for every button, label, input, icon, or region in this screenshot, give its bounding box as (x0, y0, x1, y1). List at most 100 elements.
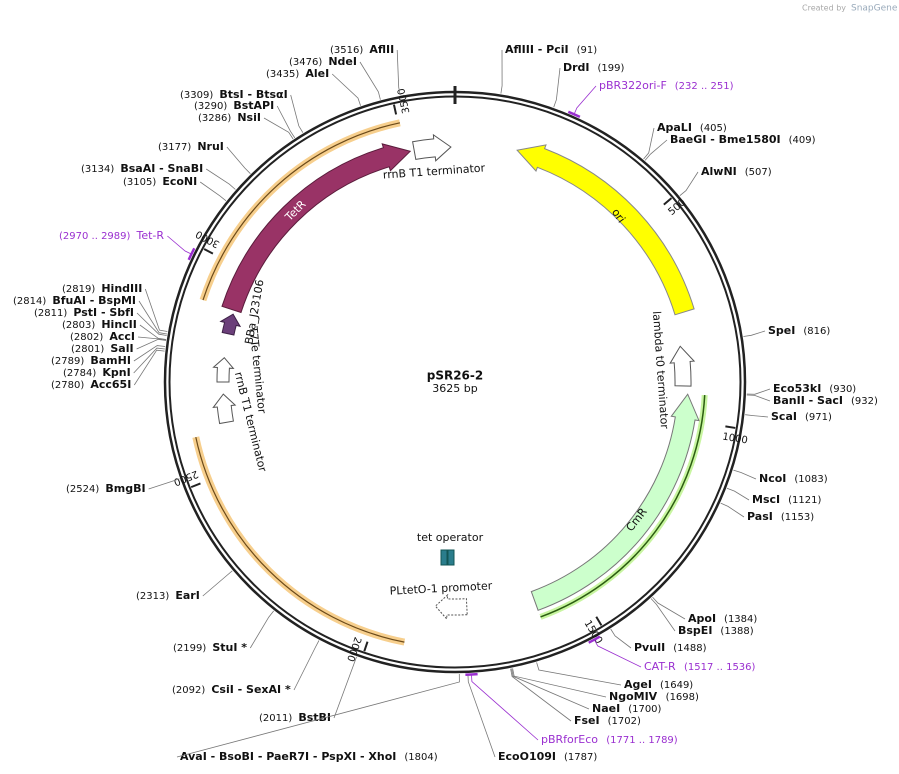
site-name: MscI (752, 493, 780, 506)
site-position: (1804) (404, 752, 437, 763)
site-position: (2801) (71, 344, 104, 355)
leader-line (610, 628, 632, 649)
leader-line (359, 61, 381, 100)
site-position: (2524) (66, 484, 99, 495)
site-name: BspEI (678, 624, 712, 637)
leader-line (133, 347, 165, 374)
site-name: NcoI (759, 472, 786, 485)
feature-arrow (516, 144, 695, 316)
site-name: AleI (305, 67, 329, 80)
site-position: (3516) (330, 45, 363, 56)
leader-line (644, 139, 668, 161)
leader-line (290, 94, 304, 133)
site-position: (2784) (63, 368, 96, 379)
leader-line (720, 502, 745, 518)
site-name: ScaI (771, 410, 797, 423)
leader-line (471, 673, 539, 741)
site-name: KpnI (102, 366, 130, 379)
site-position: (1388) (720, 626, 753, 637)
site-name: BaeGI - Bme1580I (670, 133, 781, 146)
site-name: PstI - SbfI (73, 306, 134, 319)
leader-line (746, 394, 771, 402)
feature-arrow (212, 356, 235, 383)
site-position: (3435) (266, 69, 299, 80)
site-position: (2802) (70, 332, 103, 343)
leader-line (205, 168, 236, 190)
leader-line (263, 117, 294, 140)
site-position: (507) (745, 167, 772, 178)
leader-line (650, 598, 676, 632)
site-name: HindIII (101, 282, 142, 295)
cmr-line-core (540, 395, 706, 618)
primer-name: pBRforEco (541, 733, 598, 746)
site-position: (199) (598, 63, 625, 74)
site-name: AvaI - BsoBI - PaeR7I - PspXI - XhoI (180, 750, 396, 763)
feature-arrow (434, 593, 468, 621)
tick-mark (363, 641, 369, 652)
site-position: (3134) (81, 164, 114, 175)
highlight-core (202, 122, 401, 301)
site-name: FseI (574, 714, 600, 727)
feature-label: lambda t0 terminator (650, 311, 671, 430)
site-name: AflIII - PciI (505, 43, 569, 56)
tick-mark (725, 425, 736, 429)
leader-line (733, 469, 757, 480)
site-position: (2092) (172, 685, 205, 696)
leader-line (726, 487, 750, 501)
watermark: Created by (802, 4, 846, 13)
site-position: (3309) (180, 90, 213, 101)
site-position: (1153) (781, 512, 814, 523)
site-name: BtsI - BtsαI (219, 88, 287, 101)
site-position: (1649) (660, 680, 693, 691)
site-name: BsaAI - SnaBI (120, 162, 203, 175)
leader-line (144, 288, 168, 332)
site-name: HincII (101, 318, 137, 331)
site-position: (971) (805, 412, 832, 423)
site-name: AlwNI (701, 165, 737, 178)
leader-line (745, 414, 769, 418)
leader-line (553, 67, 561, 108)
site-name: DrdI (563, 61, 590, 74)
site-name: BanII - SacI (773, 394, 843, 407)
site-position: (405) (700, 123, 727, 134)
site-position: (3290) (194, 101, 227, 112)
feature-label: tet operator (417, 531, 484, 544)
site-name: EarI (175, 589, 199, 602)
site-name: Acc65I (90, 378, 131, 391)
primer-range: (1771 .. 1789) (606, 735, 678, 746)
site-position: (2803) (62, 320, 95, 331)
feature-label: rrnB T1 terminator (382, 161, 485, 181)
site-position: (1121) (788, 495, 821, 506)
leader-line (679, 171, 699, 197)
primer-name: CAT-R (644, 660, 676, 673)
site-name: SalI (110, 342, 133, 355)
leader-line (199, 181, 227, 202)
backbone (163, 86, 747, 674)
tick-mark (663, 197, 673, 206)
site-position: (409) (789, 135, 816, 146)
tick-mark (190, 482, 201, 489)
site-position: (1700) (628, 704, 661, 715)
site-name: NsiI (237, 111, 261, 124)
leader-line (138, 300, 168, 335)
tick-mark (595, 616, 603, 626)
leader-line (573, 85, 597, 116)
leader-line (167, 235, 193, 255)
site-name: NaeI (592, 702, 620, 715)
tick-mark (392, 104, 398, 115)
leader-line (176, 673, 460, 758)
site-position: (1384) (724, 614, 757, 625)
leader-line (276, 105, 296, 139)
primer-range: (1517 .. 1536) (684, 662, 756, 673)
leader-line (396, 49, 401, 96)
site-name: SpeI (768, 324, 795, 337)
feature-arrow (412, 133, 452, 162)
highlight (192, 436, 406, 646)
site-name: AccI (109, 330, 135, 343)
site-position: (2789) (51, 356, 84, 367)
site-name: EcoO109I (498, 750, 556, 763)
leader-line (136, 338, 167, 350)
leader-line (510, 668, 572, 722)
site-name: PasI (747, 510, 773, 523)
